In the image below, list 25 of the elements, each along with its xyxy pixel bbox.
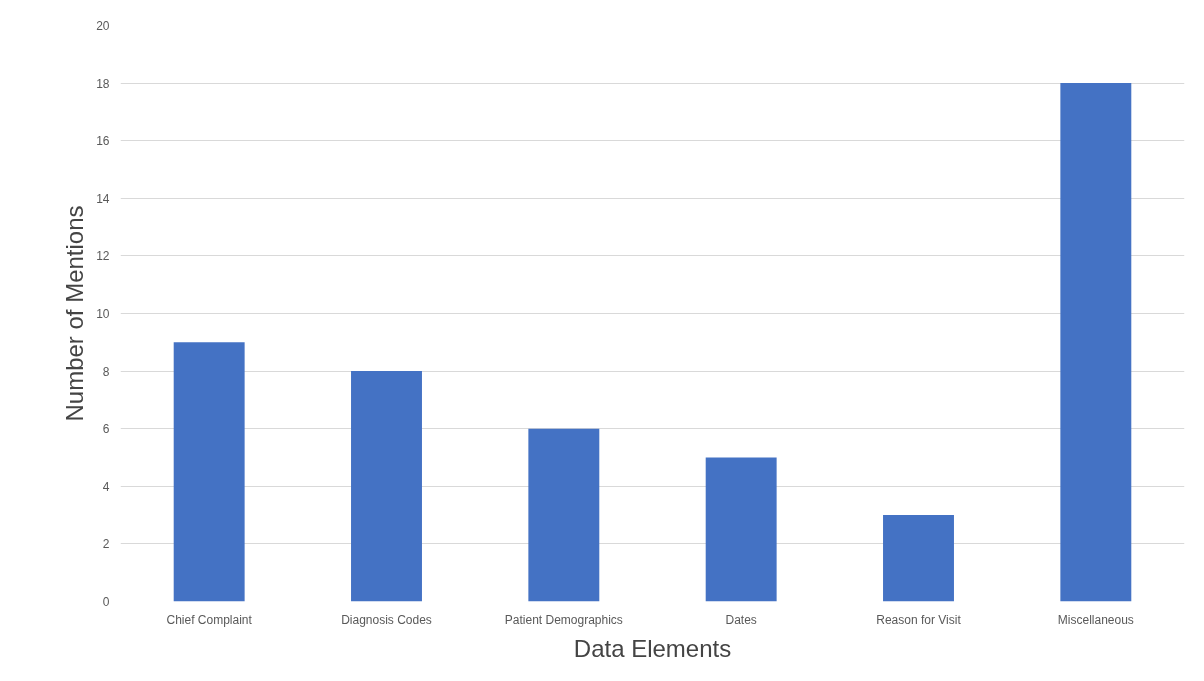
x-tick-label: Diagnosis Codes	[341, 612, 432, 627]
y-tick-label: 4	[102, 479, 110, 494]
y-axis-title: Number of Mentions	[61, 205, 89, 422]
x-tick-label: Chief Complaint	[166, 612, 253, 627]
y-tick-label: 14	[96, 191, 110, 206]
y-tick-label: 16	[96, 134, 110, 149]
bar	[528, 428, 600, 602]
y-tick-label: 12	[96, 249, 110, 264]
x-tick-label: Miscellaneous	[1057, 612, 1134, 627]
y-tick-label: 6	[102, 422, 110, 437]
x-tick-label: Patient Demographics	[504, 612, 623, 627]
x-axis-title: Data Elements	[573, 634, 732, 662]
x-tick-label: Dates	[725, 612, 757, 627]
bar	[883, 515, 954, 602]
y-tick-label: 8	[102, 364, 110, 379]
y-tick-label: 0	[102, 595, 110, 609]
bar	[705, 457, 777, 602]
bar	[173, 342, 245, 602]
x-tick-label: Reason for Visit	[876, 612, 962, 627]
y-tick-label: 2	[102, 537, 110, 552]
y-tick-label: 10	[96, 307, 110, 321]
bar	[351, 371, 422, 602]
y-tick-label: 20	[96, 19, 110, 33]
y-tick-label: 18	[96, 76, 110, 91]
bar	[1060, 83, 1132, 602]
